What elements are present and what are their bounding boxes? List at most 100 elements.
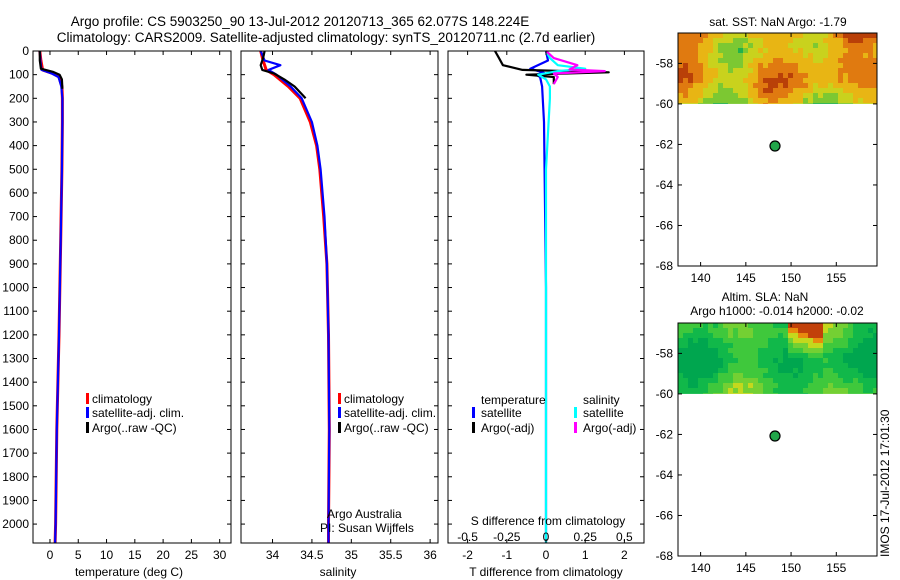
heat-cell	[743, 353, 748, 358]
heat-cell	[793, 358, 798, 363]
heat-cell	[678, 368, 683, 373]
heat-cell	[758, 68, 763, 73]
heat-cell	[678, 373, 683, 378]
difference-legend-temp-argo-swatch	[472, 422, 475, 433]
heat-cell	[748, 98, 753, 103]
heat-cell	[813, 93, 818, 98]
heat-cell	[748, 63, 753, 68]
heat-cell	[738, 48, 743, 53]
series-argo-raw-qc-	[259, 50, 307, 100]
heat-cell	[758, 73, 763, 78]
heat-cell	[803, 88, 808, 93]
heat-cell	[758, 38, 763, 43]
heat-cell	[693, 373, 698, 378]
heat-cell	[693, 33, 698, 38]
heat-cell	[713, 38, 718, 43]
heat-cell	[798, 103, 803, 104]
heat-cell	[678, 48, 683, 53]
heat-cell	[758, 323, 763, 328]
heat-cell	[803, 333, 808, 338]
heat-cell	[678, 333, 683, 338]
heat-cell	[773, 338, 778, 343]
heat-cell	[758, 98, 763, 103]
heat-cell	[823, 88, 828, 93]
top-x-tick-label: -0.25	[493, 530, 521, 544]
x-tick-label: 30	[213, 548, 227, 562]
heat-cell	[708, 93, 713, 98]
top-x-tick-label: 0.25	[574, 530, 598, 544]
y-tick-label: 200	[9, 91, 29, 105]
heat-cell	[813, 363, 818, 368]
heat-cell	[858, 348, 863, 353]
heat-cell	[838, 73, 843, 78]
heat-cell	[713, 63, 718, 68]
heat-cell	[848, 93, 853, 98]
heat-cell	[683, 338, 688, 343]
heat-cell	[798, 83, 803, 88]
heat-cell	[688, 33, 693, 38]
heat-cell	[743, 78, 748, 83]
heat-cell	[743, 58, 748, 63]
heat-cell	[728, 63, 733, 68]
heat-cell	[813, 343, 818, 348]
heat-cell	[753, 73, 758, 78]
heat-cell	[703, 103, 708, 104]
heat-cell	[713, 363, 718, 368]
heat-cell	[723, 103, 728, 104]
heat-cell	[808, 348, 813, 353]
heat-cell	[848, 338, 853, 343]
heat-cell	[823, 348, 828, 353]
heat-cell	[688, 333, 693, 338]
heat-cell	[843, 58, 848, 63]
heat-cell	[693, 78, 698, 83]
heat-cell	[748, 378, 753, 383]
heat-cell	[748, 68, 753, 73]
heat-cell	[698, 88, 703, 93]
heat-cell	[758, 328, 763, 333]
x-tick-label: 35	[345, 548, 359, 562]
heat-cell	[798, 68, 803, 73]
heat-cell	[798, 48, 803, 53]
argo-position-marker	[769, 430, 781, 442]
heat-cell	[683, 83, 688, 88]
y-tick-label: 1600	[2, 422, 29, 436]
heat-cell	[823, 378, 828, 383]
heat-cell	[778, 388, 783, 393]
heat-cell	[713, 93, 718, 98]
heat-cell	[823, 373, 828, 378]
heat-cell	[803, 393, 808, 394]
heat-cell	[873, 333, 877, 338]
heat-cell	[703, 348, 708, 353]
heat-cell	[683, 103, 688, 104]
heat-cell	[813, 58, 818, 63]
heat-cell	[738, 333, 743, 338]
heat-cell	[748, 353, 753, 358]
heat-cell	[773, 383, 778, 388]
heat-cell	[683, 363, 688, 368]
heat-cell	[743, 368, 748, 373]
heat-cell	[718, 88, 723, 93]
series-satellite-adj-clim-	[259, 50, 331, 543]
heat-cell	[838, 368, 843, 373]
heat-cell	[868, 53, 873, 58]
heat-cell	[703, 48, 708, 53]
heat-cell	[708, 103, 713, 104]
heat-cell	[723, 93, 728, 98]
heat-cell	[698, 348, 703, 353]
heat-cell	[713, 343, 718, 348]
heat-cell	[728, 103, 733, 104]
heat-cell	[818, 53, 823, 58]
heat-cell	[738, 338, 743, 343]
heat-cell	[828, 58, 833, 63]
heat-cell	[713, 83, 718, 88]
heat-cell	[678, 388, 683, 393]
heat-cell	[778, 368, 783, 373]
y-tick-label: -64	[656, 468, 674, 482]
heat-cell	[763, 93, 768, 98]
heat-cell	[773, 98, 778, 103]
heat-cell	[818, 78, 823, 83]
y-tick-label: 1500	[2, 399, 29, 413]
heat-cell	[708, 328, 713, 333]
heat-cell	[813, 78, 818, 83]
heat-cell	[678, 343, 683, 348]
